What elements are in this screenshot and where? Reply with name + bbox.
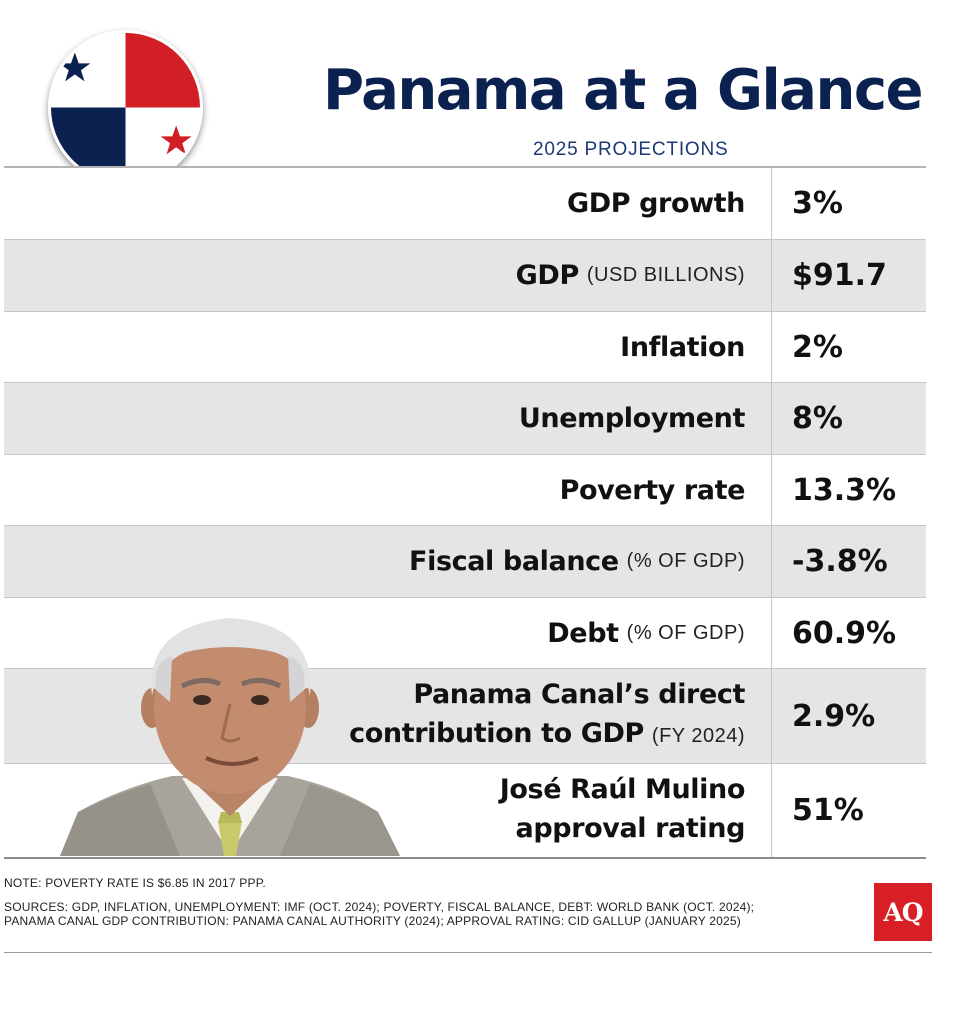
blue-star-icon [59, 52, 91, 82]
row-value: -3.8% [792, 544, 888, 579]
row-label: Fiscal balance [409, 546, 619, 577]
footnotes: NOTE: POVERTY RATE IS $6.85 IN 2017 PPP.… [4, 876, 774, 938]
row-sublabel: (FY 2024) [651, 725, 745, 747]
row-value: $91.7 [792, 258, 887, 293]
row-label: Unemployment [518, 403, 746, 434]
row-sublabel: (% OF GDP) [626, 550, 745, 572]
row-value: 2% [792, 329, 843, 365]
row-sublabel: (USD BILLIONS) [586, 264, 745, 286]
president-portrait-icon [60, 616, 400, 856]
table-row: Fiscal balance (% OF GDP) -3.8% [4, 526, 926, 598]
row-label: Debt [547, 617, 619, 649]
row-label: GDP growth [566, 188, 745, 219]
table-row: Unemployment 8% [4, 383, 926, 455]
row-sublabel: (% OF GDP) [626, 621, 745, 644]
row-label-line1: Panama Canal’s direct [413, 679, 745, 710]
table-row: Panama Canal’s direct contribution to GD… [4, 669, 926, 764]
row-label: Poverty rate [559, 474, 746, 506]
table-row: Poverty rate 13.3% [4, 455, 926, 526]
row-label: GDP [515, 260, 580, 291]
aq-logo: AQ [874, 883, 932, 941]
row-value: 2.9% [792, 698, 876, 734]
page-subtitle: 2025 PROJECTIONS [533, 139, 729, 160]
table-row: GDP growth 3% [4, 168, 926, 240]
footer-divider [4, 952, 932, 953]
row-value: 3% [792, 186, 843, 221]
row-value: 51% [792, 793, 864, 828]
page-title: Panama at a Glance [323, 58, 923, 123]
table-row: Inflation 2% [4, 312, 926, 383]
row-label-line1: José Raúl Mulino [499, 773, 746, 805]
table-row: GDP (USD BILLIONS) $91.7 [4, 240, 926, 312]
red-star-icon [160, 125, 192, 155]
row-value: 13.3% [792, 472, 897, 508]
note-text: NOTE: POVERTY RATE IS $6.85 IN 2017 PPP. [4, 876, 266, 890]
row-value: 60.9% [792, 615, 897, 651]
row-label-line2: approval rating [515, 812, 746, 844]
row-label: Inflation [620, 331, 745, 363]
row-value: 8% [792, 401, 843, 436]
row-label-line2: contribution to GDP [349, 718, 644, 749]
sources-text: SOURCES: GDP, INFLATION, UNEMPLOYMENT: I… [4, 900, 755, 928]
panama-flag-icon [48, 30, 203, 185]
